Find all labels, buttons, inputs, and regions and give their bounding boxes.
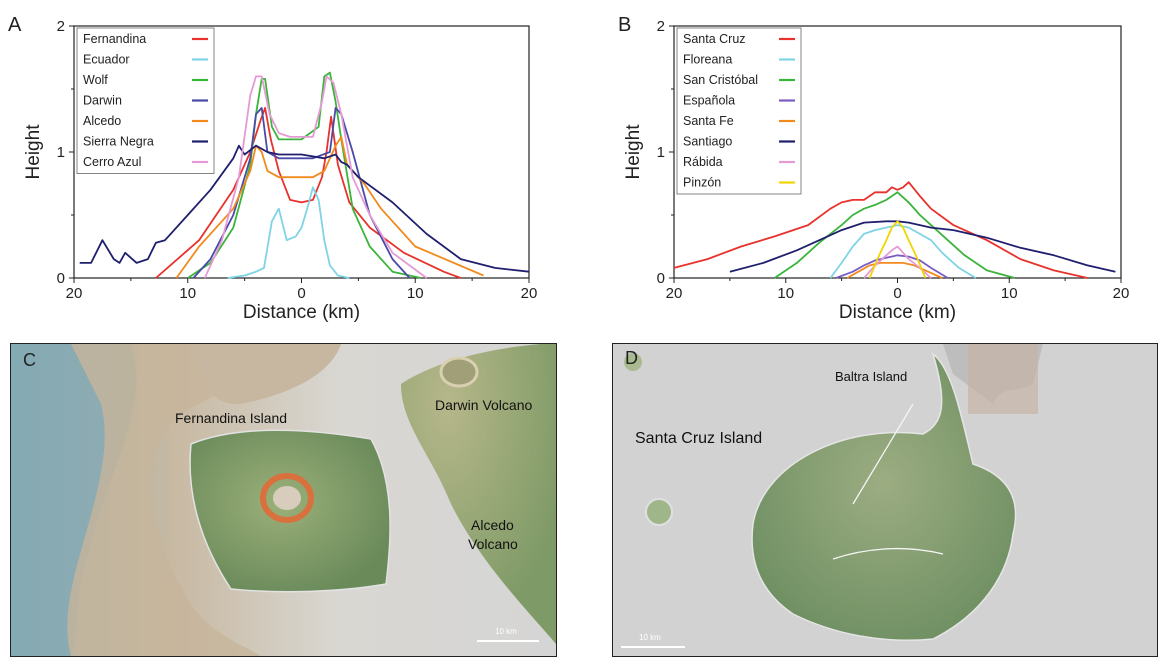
series-line-floreana bbox=[829, 224, 977, 279]
x-tick-label: 10 bbox=[777, 285, 794, 302]
x-tick-label: 20 bbox=[1113, 285, 1130, 302]
legend-box bbox=[76, 27, 215, 174]
x-tick-label: 10 bbox=[1001, 285, 1018, 302]
y-tick-label: 0 bbox=[57, 270, 65, 287]
series-line-santa-cruz bbox=[673, 181, 1088, 279]
legend-label-rabida: Rábida bbox=[683, 155, 723, 169]
scale-label-c: 10 km bbox=[495, 627, 517, 636]
legend-label-cerro-azul: Cerro Azul bbox=[83, 155, 141, 169]
legend-label-pinzon: Pinzón bbox=[683, 176, 721, 190]
legend-box bbox=[676, 27, 802, 195]
x-tick-label: 0 bbox=[893, 285, 901, 302]
santa-cruz-island-label: Santa Cruz Island bbox=[635, 430, 763, 447]
alcedo-volcano-label-2: Volcano bbox=[468, 536, 518, 552]
series-line-cerro-azul bbox=[203, 75, 428, 279]
y-axis-label: Height bbox=[23, 124, 44, 180]
panel-letter-c: C bbox=[23, 350, 36, 370]
series-line-santiago bbox=[729, 220, 1116, 273]
alcedo-volcano-label-1: Alcedo bbox=[471, 517, 514, 533]
series-line-alcedo bbox=[175, 135, 484, 279]
legend-label-floreana: Floreana bbox=[683, 53, 732, 67]
legend-label-santiago: Santiago bbox=[683, 135, 732, 149]
series-line-darwin bbox=[192, 107, 411, 279]
x-tick-label: 20 bbox=[666, 285, 683, 302]
legend-label-alcedo: Alcedo bbox=[83, 114, 121, 128]
x-axis-label: Distance (km) bbox=[839, 302, 956, 323]
map-fernandina: C Fernandina Island Darwin Volcano Alced… bbox=[10, 343, 557, 657]
legend-label-sierra-negra: Sierra Negra bbox=[83, 135, 154, 149]
x-axis-label: Distance (km) bbox=[243, 302, 360, 323]
x-tick-label: 20 bbox=[521, 285, 538, 302]
legend-label-santa-fe: Santa Fe bbox=[683, 114, 734, 128]
legend-label-wolf: Wolf bbox=[83, 73, 108, 87]
x-tick-label: 10 bbox=[179, 285, 196, 302]
x-tick-label: 10 bbox=[407, 285, 424, 302]
scale-label-d: 10 km bbox=[639, 633, 661, 642]
legend-label-san-cristobal: San Cristóbal bbox=[683, 73, 758, 87]
legend-label-fernandina: Fernandina bbox=[83, 32, 146, 46]
fernandina-island-label: Fernandina Island bbox=[175, 410, 288, 426]
terrain-fernandina-image bbox=[11, 344, 556, 656]
series-line-ecuador bbox=[227, 186, 350, 279]
legend-label-ecuador: Ecuador bbox=[83, 53, 130, 67]
x-tick-label: 0 bbox=[297, 285, 305, 302]
y-tick-label: 1 bbox=[657, 144, 665, 161]
legend-label-espanola: Española bbox=[683, 94, 735, 108]
legend-label-santa-cruz: Santa Cruz bbox=[683, 32, 746, 46]
y-tick-label: 0 bbox=[657, 270, 665, 287]
x-tick-label: 20 bbox=[66, 285, 83, 302]
legend-label-darwin: Darwin bbox=[83, 94, 122, 108]
panel-letter-a: A bbox=[8, 14, 22, 36]
panel-letter-d: D bbox=[625, 348, 638, 368]
map-santa-cruz: D Baltra Island Santa Cruz Island 10 km bbox=[612, 343, 1158, 657]
terrain-santa-cruz-image bbox=[613, 344, 1157, 656]
y-tick-label: 1 bbox=[57, 144, 65, 161]
y-tick-label: 2 bbox=[657, 18, 665, 35]
darwin-volcano-label: Darwin Volcano bbox=[435, 397, 533, 413]
series-line-espanola bbox=[835, 254, 949, 279]
series-line-san-cristobal bbox=[774, 191, 1016, 279]
baltra-island-label: Baltra Island bbox=[835, 369, 908, 384]
series-line-rabida bbox=[863, 245, 932, 279]
scale-bar-d bbox=[621, 646, 685, 648]
y-axis-label: Height bbox=[623, 124, 644, 180]
series-line-pinzon bbox=[868, 220, 927, 279]
scale-bar-c bbox=[477, 640, 539, 642]
series-line-sierra-negra bbox=[79, 144, 530, 273]
y-tick-label: 2 bbox=[57, 18, 65, 35]
panel-letter-b: B bbox=[618, 14, 632, 36]
